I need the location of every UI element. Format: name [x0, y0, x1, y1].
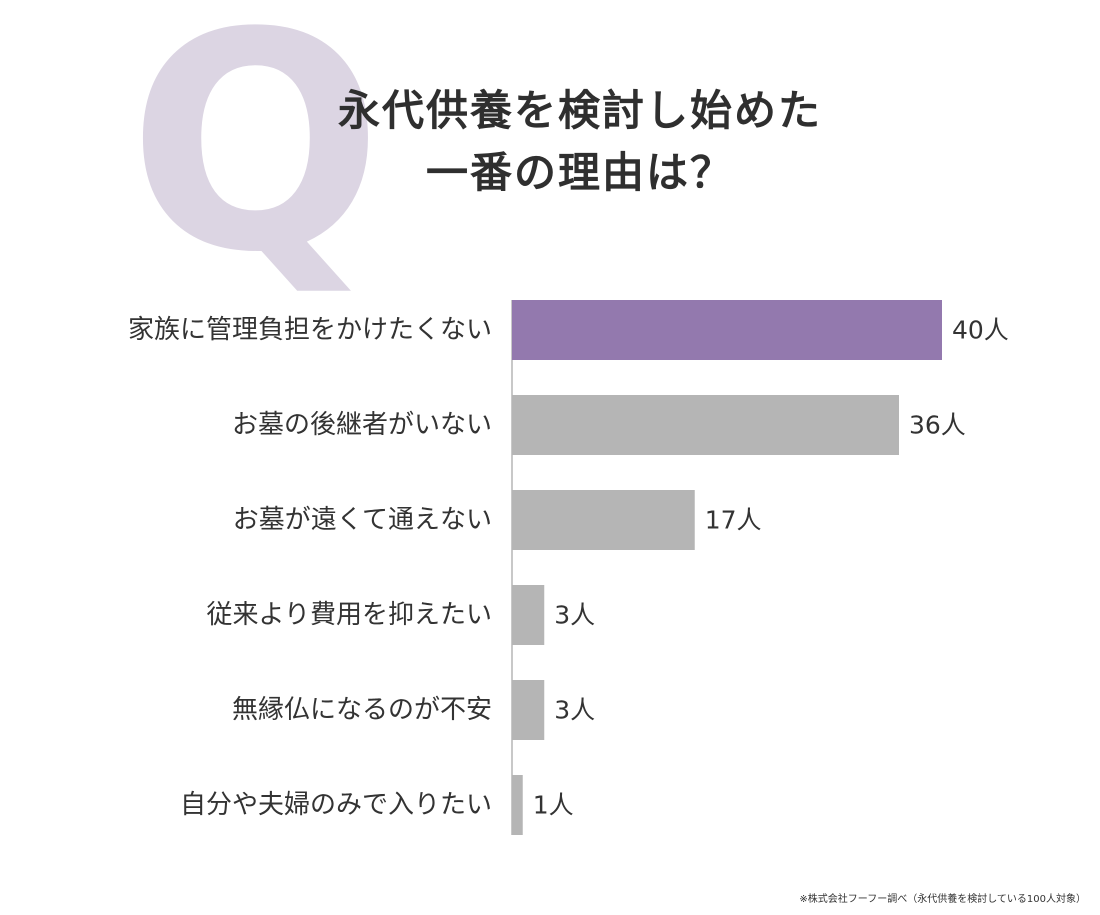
category-label-1: 家族に管理負担をかけたくない [128, 315, 492, 345]
category-label-6: 自分や夫婦のみで入りたい [180, 790, 492, 820]
category-label-2: お墓の後継者がいない [232, 410, 492, 440]
bar-6 [512, 775, 523, 835]
category-label-4: 従来より費用を抑えたい [207, 600, 492, 630]
chart-title: 永代供養を検討し始めた 一番の理由は？ [200, 80, 960, 204]
chart-title-line-1: 永代供養を検討し始めた [337, 86, 822, 135]
chart-title-line-2: 一番の理由は？ [425, 148, 734, 197]
footnote: ※株式会社フーフー調べ（永代供養を検討している100人対象） [799, 894, 1086, 905]
bar-3 [512, 490, 695, 550]
category-label-5: 無縁仏になるのが不安 [232, 695, 492, 725]
category-label-3: お墓が遠くて通えない [233, 505, 492, 535]
q-letter-decoration: Q [128, 0, 384, 318]
value-label-5: 3人 [554, 696, 595, 725]
bar-4 [512, 585, 545, 645]
bar-1 [512, 300, 942, 360]
value-label-2: 36人 [909, 411, 966, 440]
value-label-3: 17人 [705, 506, 762, 535]
bar-2 [512, 395, 899, 455]
value-label-6: 1人 [533, 791, 574, 820]
value-label-1: 40人 [952, 316, 1009, 345]
bar-5 [512, 680, 545, 740]
value-label-4: 3人 [554, 601, 595, 630]
